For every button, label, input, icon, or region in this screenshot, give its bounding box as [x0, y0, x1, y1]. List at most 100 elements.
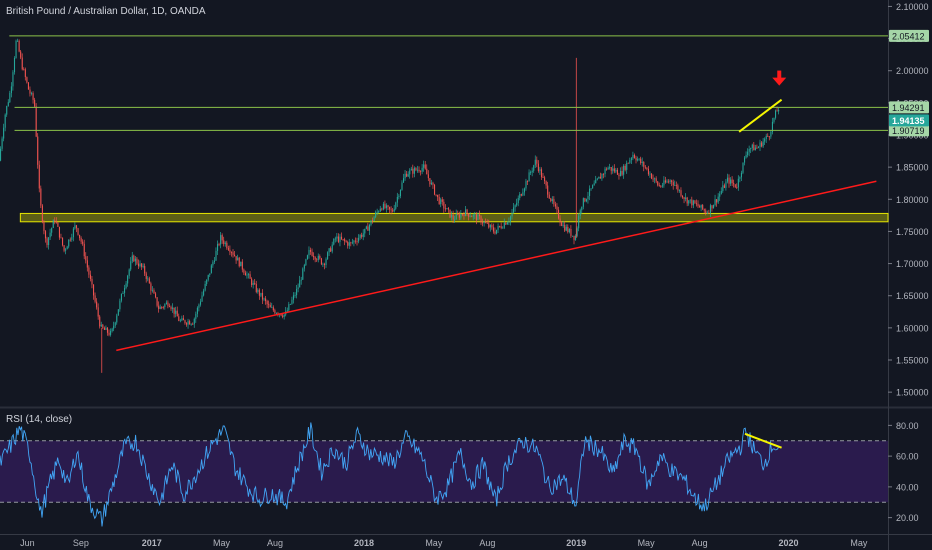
candle[interactable]: [764, 137, 766, 145]
candle[interactable]: [652, 174, 654, 182]
candle[interactable]: [224, 241, 226, 247]
candle[interactable]: [582, 197, 584, 210]
candle[interactable]: [471, 215, 473, 218]
candle[interactable]: [612, 165, 614, 174]
candle[interactable]: [237, 254, 239, 261]
candle[interactable]: [105, 325, 107, 331]
candle[interactable]: [128, 268, 130, 279]
candle[interactable]: [187, 318, 189, 329]
candle[interactable]: [299, 275, 301, 288]
candle[interactable]: [403, 173, 405, 183]
candle[interactable]: [568, 228, 570, 234]
candle[interactable]: [489, 224, 491, 232]
candle[interactable]: [494, 227, 496, 235]
candle[interactable]: [768, 136, 770, 141]
candle[interactable]: [150, 281, 152, 295]
candle[interactable]: [658, 182, 660, 187]
candle[interactable]: [578, 213, 580, 232]
candle[interactable]: [775, 109, 777, 120]
candle[interactable]: [527, 180, 529, 186]
candle[interactable]: [266, 299, 268, 308]
candle[interactable]: [351, 238, 353, 245]
candle[interactable]: [771, 117, 773, 135]
candle[interactable]: [503, 218, 505, 230]
candle[interactable]: [94, 292, 96, 304]
candle[interactable]: [353, 239, 355, 247]
candle[interactable]: [268, 300, 270, 309]
candle[interactable]: [350, 241, 352, 247]
candle[interactable]: [71, 233, 73, 242]
candle[interactable]: [40, 185, 42, 209]
candle[interactable]: [15, 39, 17, 59]
candle[interactable]: [486, 219, 488, 224]
candle[interactable]: [319, 254, 321, 260]
candle[interactable]: [635, 155, 637, 164]
candle[interactable]: [213, 257, 215, 265]
candle[interactable]: [748, 145, 750, 157]
price-divergence-line[interactable]: [738, 98, 783, 133]
candle[interactable]: [368, 223, 370, 235]
candle[interactable]: [407, 171, 409, 178]
candle[interactable]: [404, 170, 406, 181]
candle[interactable]: [125, 281, 127, 290]
candle[interactable]: [695, 199, 698, 207]
candle[interactable]: [401, 180, 403, 191]
candle[interactable]: [644, 165, 646, 170]
candle[interactable]: [731, 176, 733, 187]
candle[interactable]: [354, 237, 357, 244]
candle[interactable]: [106, 326, 109, 336]
candle[interactable]: [640, 156, 642, 165]
candle[interactable]: [91, 276, 93, 289]
candle[interactable]: [13, 56, 16, 75]
candle[interactable]: [292, 292, 295, 304]
candle[interactable]: [26, 76, 28, 84]
candle[interactable]: [345, 239, 347, 243]
candle[interactable]: [719, 191, 721, 201]
candle[interactable]: [80, 236, 82, 245]
candle[interactable]: [27, 82, 29, 90]
candle[interactable]: [593, 180, 595, 186]
candle[interactable]: [251, 277, 253, 288]
candle[interactable]: [666, 179, 668, 183]
candle[interactable]: [678, 189, 680, 193]
candle[interactable]: [365, 225, 367, 230]
candle[interactable]: [348, 238, 350, 250]
candle[interactable]: [606, 167, 608, 171]
candle[interactable]: [373, 215, 375, 222]
candle[interactable]: [93, 284, 95, 300]
candle[interactable]: [585, 198, 587, 203]
candle[interactable]: [413, 166, 415, 178]
candle[interactable]: [663, 176, 665, 188]
candle[interactable]: [454, 215, 456, 223]
candle[interactable]: [553, 196, 555, 207]
candle[interactable]: [63, 245, 65, 253]
candle[interactable]: [88, 265, 90, 278]
candle[interactable]: [220, 231, 222, 249]
candle[interactable]: [131, 251, 133, 264]
candle[interactable]: [89, 270, 91, 282]
candle[interactable]: [116, 313, 118, 325]
candle[interactable]: [717, 193, 719, 205]
candle[interactable]: [516, 198, 518, 207]
candle[interactable]: [550, 197, 552, 203]
candle[interactable]: [382, 201, 384, 211]
candle[interactable]: [158, 301, 160, 313]
candle[interactable]: [465, 205, 467, 217]
candle[interactable]: [461, 213, 463, 217]
candle[interactable]: [415, 167, 417, 172]
candle[interactable]: [263, 297, 265, 302]
candle[interactable]: [269, 302, 271, 308]
candle[interactable]: [271, 302, 273, 309]
candle[interactable]: [325, 257, 327, 268]
candle[interactable]: [426, 164, 428, 175]
candle[interactable]: [562, 220, 564, 228]
candle[interactable]: [331, 241, 333, 254]
candle[interactable]: [621, 166, 623, 177]
candle[interactable]: [778, 108, 780, 115]
candle[interactable]: [537, 160, 539, 173]
candle[interactable]: [500, 222, 502, 230]
candle[interactable]: [460, 209, 462, 220]
candle[interactable]: [674, 180, 676, 187]
candle[interactable]: [451, 211, 453, 221]
candle[interactable]: [54, 217, 56, 225]
